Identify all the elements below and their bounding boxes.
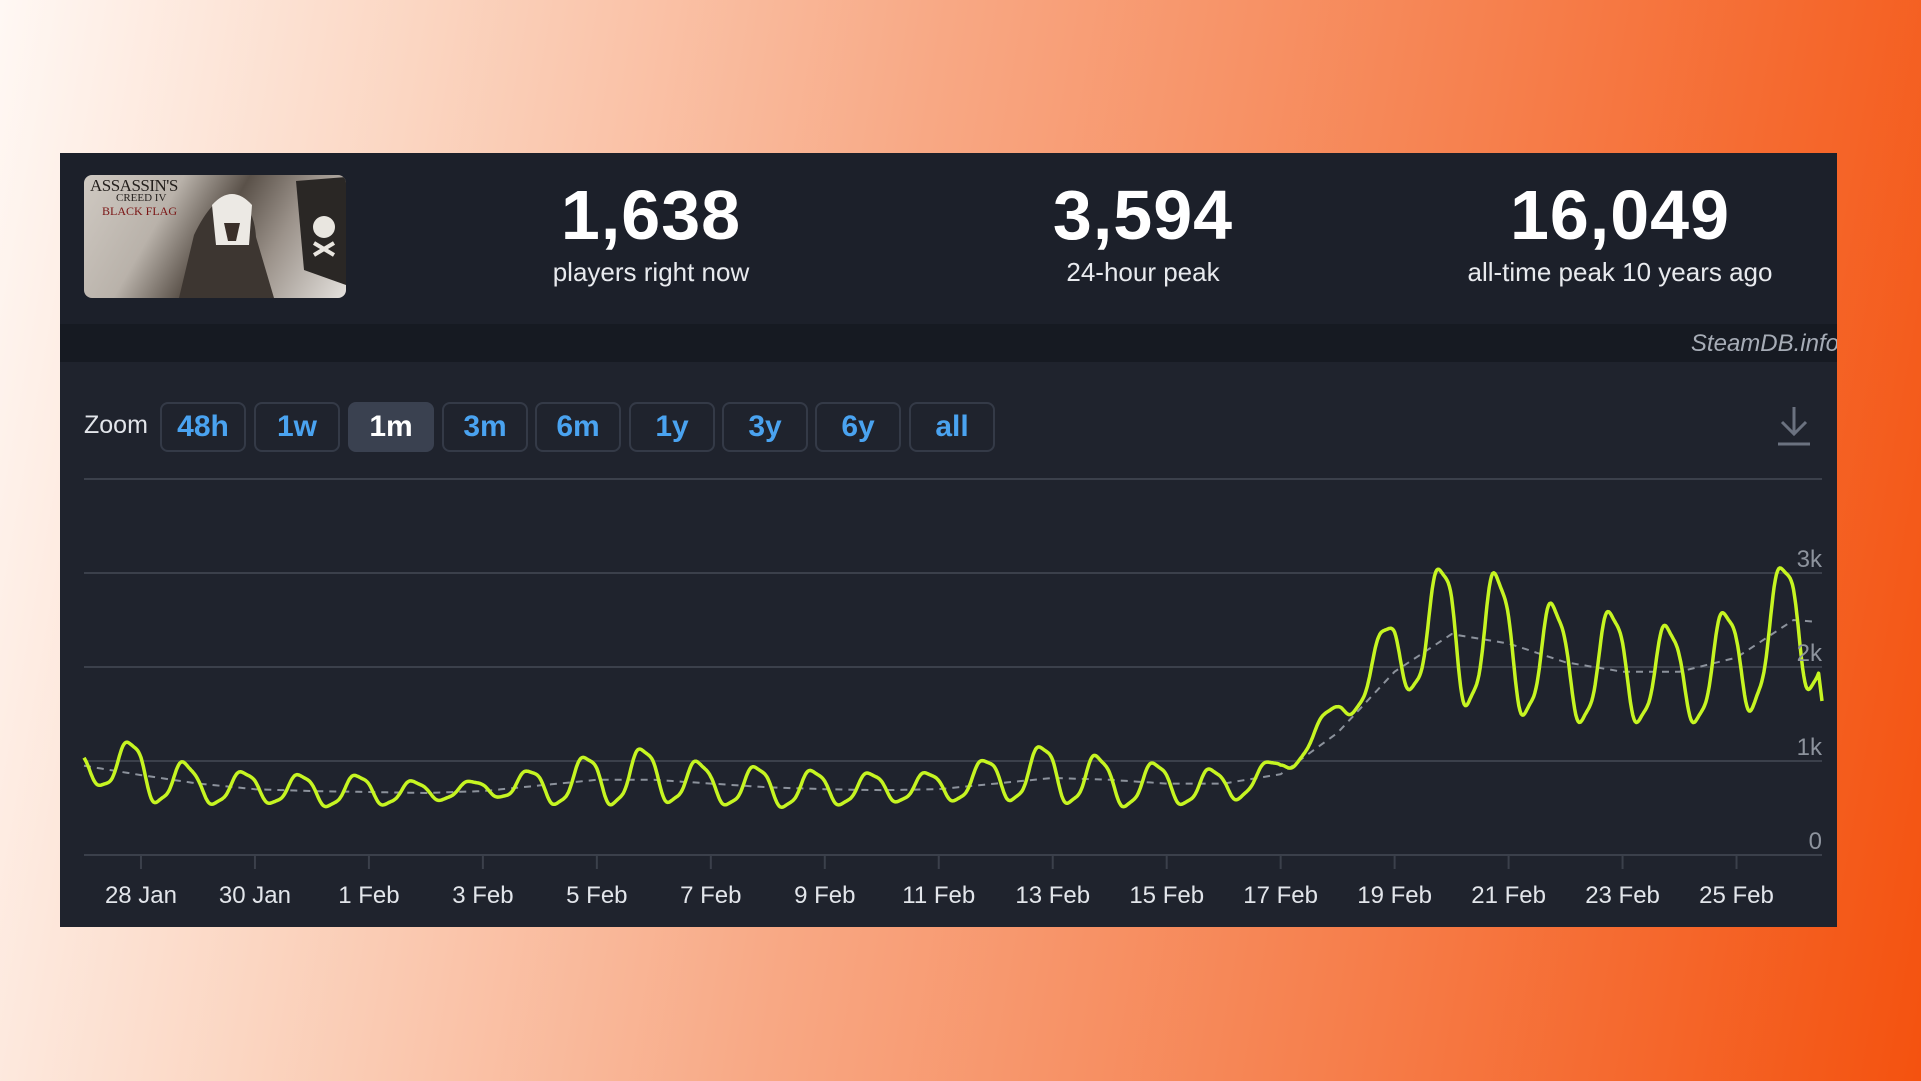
game-cover-image[interactable]: ASSASSIN'S CREED IV BLACK FLAG xyxy=(84,175,346,298)
players-now-value: 1,638 xyxy=(560,176,742,254)
zoom-6y-button[interactable]: 6y xyxy=(815,402,901,452)
zoom-6m-button[interactable]: 6m xyxy=(535,402,621,452)
game-cover-art xyxy=(179,177,346,298)
players-now-label: players right now xyxy=(552,257,750,287)
game-logo-text: ASSASSIN'S CREED IV BLACK FLAG xyxy=(90,176,178,218)
x-tick-label: 21 Feb xyxy=(1471,882,1546,909)
x-tick-label: 23 Feb xyxy=(1585,882,1660,909)
x-tick-label: 30 Jan xyxy=(219,882,291,909)
x-tick-label: 9 Feb xyxy=(794,882,855,909)
zoom-48h-button[interactable]: 48h xyxy=(160,402,246,452)
zoom-all-button[interactable]: all xyxy=(909,402,995,452)
x-tick-label: 15 Feb xyxy=(1129,882,1204,909)
zoom-1m-button[interactable]: 1m xyxy=(348,402,434,452)
alltime-peak-label: all-time peak 10 years ago xyxy=(1467,257,1773,287)
players-now-stat: 1,638 players right now xyxy=(481,173,821,287)
x-tick-label: 19 Feb xyxy=(1357,882,1432,909)
divider-band xyxy=(60,324,1837,362)
zoom-1w-button[interactable]: 1w xyxy=(254,402,340,452)
alltime-peak-value: 16,049 xyxy=(1509,176,1731,254)
x-tick-label: 7 Feb xyxy=(680,882,741,909)
x-tick-label: 17 Feb xyxy=(1243,882,1318,909)
zoom-1y-button[interactable]: 1y xyxy=(629,402,715,452)
zoom-3m-button[interactable]: 3m xyxy=(442,402,528,452)
download-icon[interactable] xyxy=(1776,405,1812,447)
stats-header xyxy=(60,153,1837,324)
zoom-label: Zoom xyxy=(84,411,148,439)
steamdb-credit[interactable]: SteamDB.info xyxy=(1690,330,1837,357)
peak-24h-label: 24-hour peak xyxy=(1066,257,1220,287)
y-tick-label: 3k xyxy=(1797,546,1823,573)
moving-average-line xyxy=(83,618,1817,795)
peak-24h-value: 3,594 xyxy=(1052,176,1234,254)
y-tick-label: 1k xyxy=(1797,734,1823,761)
x-tick-label: 28 Jan xyxy=(105,882,177,909)
alltime-peak-stat: 16,049 all-time peak 10 years ago xyxy=(1405,173,1835,287)
zoom-3y-button[interactable]: 3y xyxy=(722,402,808,452)
x-tick-label: 5 Feb xyxy=(566,882,627,909)
x-tick-label: 3 Feb xyxy=(452,882,513,909)
x-tick-label: 25 Feb xyxy=(1699,882,1774,909)
y-tick-label: 2k xyxy=(1797,640,1823,667)
y-tick-label: 0 xyxy=(1809,828,1822,855)
x-tick-label: 1 Feb xyxy=(338,882,399,909)
peak-24h-stat: 3,594 24-hour peak xyxy=(973,173,1313,287)
player-count-chart[interactable]: 0 1k 2k 3k 28 Jan 30 Jan 1 Feb 3 Feb 5 Feb 7 Feb 9… xyxy=(60,153,1837,927)
x-tick-label: 11 Feb xyxy=(902,882,975,909)
player-count-line xyxy=(82,566,1824,809)
x-tick-label: 13 Feb xyxy=(1015,882,1090,909)
player-count-card: ASSASSIN'S CREED IV BLACK FLAG 1,638 pla… xyxy=(60,153,1837,927)
